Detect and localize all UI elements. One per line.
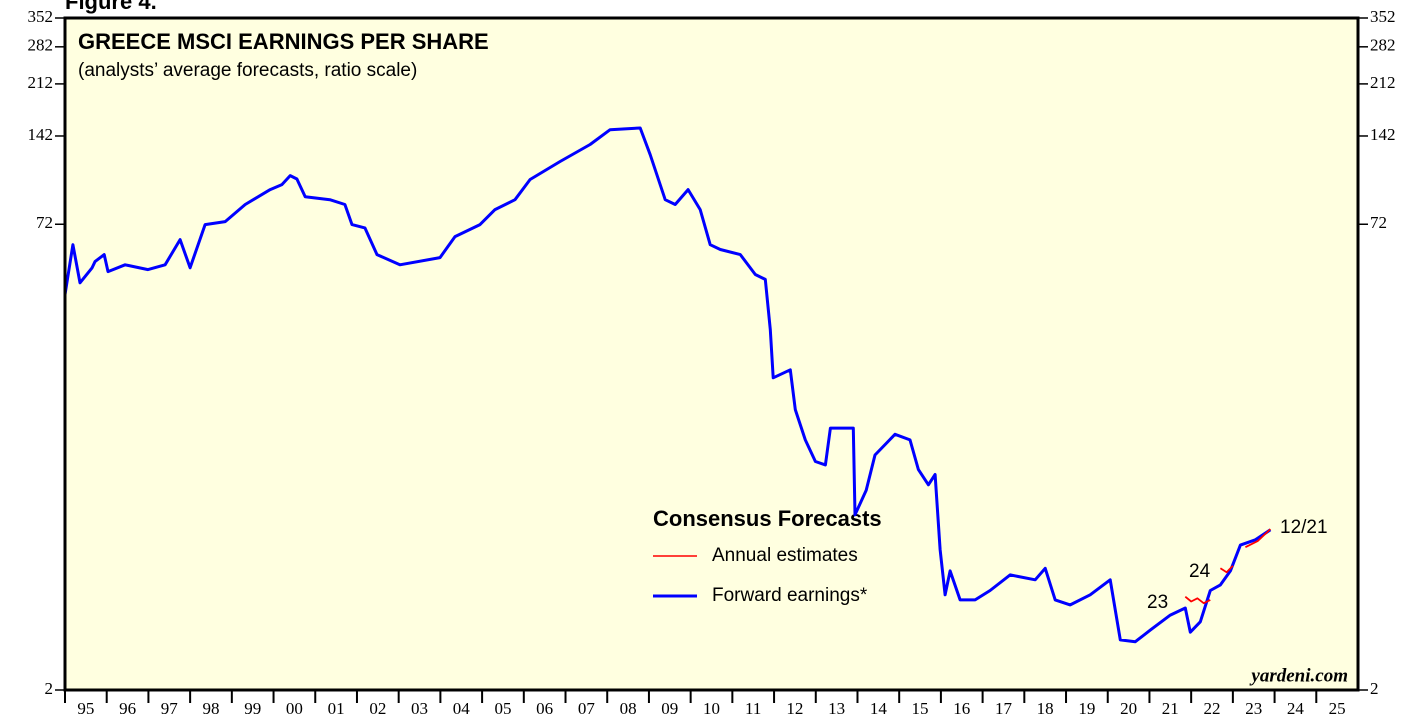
x-tick-label: 98 [202, 699, 219, 717]
x-tick-label: 13 [828, 699, 845, 717]
x-tick-label: 18 [1037, 699, 1054, 717]
x-tick-label: 99 [244, 699, 261, 717]
x-tick-label: 12 [786, 699, 803, 717]
y2-tick-label: 72 [1370, 213, 1387, 232]
legend-label: Annual estimates [712, 545, 858, 566]
x-tick-label: 03 [411, 699, 428, 717]
x-tick-label: 23 [1245, 699, 1262, 717]
legend-title: Consensus Forecasts [653, 506, 882, 531]
x-tick-label: 00 [286, 699, 303, 717]
figure-label: Figure 4. [65, 0, 157, 14]
annotation: 12/21 [1280, 517, 1328, 538]
y2-tick-label: 282 [1370, 36, 1396, 55]
y-tick-label: 72 [36, 213, 53, 232]
x-tick-label: 01 [328, 699, 345, 717]
chart-subtitle: (analysts’ average forecasts, ratio scal… [78, 60, 417, 81]
series-line [1184, 528, 1272, 605]
y2-tick-label: 352 [1370, 7, 1396, 26]
x-tick-label: 95 [77, 699, 94, 717]
y-tick-label: 352 [28, 7, 54, 26]
y2-tick-label: 212 [1370, 73, 1396, 92]
y-tick-label: 282 [28, 36, 54, 55]
y2-tick-label: 2 [1370, 679, 1379, 698]
annotation: 24 [1189, 561, 1211, 582]
x-tick-label: 96 [119, 699, 136, 717]
x-tick-label: 02 [369, 699, 386, 717]
x-tick-label: 97 [161, 699, 179, 717]
x-tick-label: 05 [494, 699, 511, 717]
plot-area [65, 18, 1358, 690]
x-tick-label: 20 [1120, 699, 1137, 717]
x-tick-label: 14 [870, 699, 888, 717]
x-tick-label: 25 [1329, 699, 1346, 717]
y-tick-label: 2 [45, 679, 54, 698]
x-tick-label: 19 [1078, 699, 1095, 717]
x-tick-label: 10 [703, 699, 720, 717]
x-tick-label: 17 [995, 699, 1013, 717]
source: yardeni.com [1249, 665, 1348, 686]
x-tick-label: 09 [661, 699, 678, 717]
y-tick-label: 142 [28, 125, 54, 144]
plot-frame [63, 16, 1360, 692]
legend-label: Forward earnings* [712, 585, 868, 606]
x-tick-label: 15 [912, 699, 929, 717]
x-tick-label: 11 [745, 699, 761, 717]
chart-title: GREECE MSCI EARNINGS PER SHARE [78, 29, 489, 54]
x-tick-label: 08 [620, 699, 637, 717]
x-tick-label: 04 [453, 699, 471, 717]
y-tick-label: 212 [28, 73, 54, 92]
x-tick-label: 21 [1162, 699, 1179, 717]
x-tick-label: 06 [536, 699, 553, 717]
x-tick-label: 07 [578, 699, 596, 717]
x-tick-label: 24 [1287, 699, 1305, 717]
y2-tick-label: 142 [1370, 125, 1396, 144]
x-tick-label: 22 [1204, 699, 1221, 717]
annotation: 23 [1147, 592, 1168, 613]
x-tick-label: 16 [953, 699, 970, 717]
series-line [63, 126, 1272, 644]
